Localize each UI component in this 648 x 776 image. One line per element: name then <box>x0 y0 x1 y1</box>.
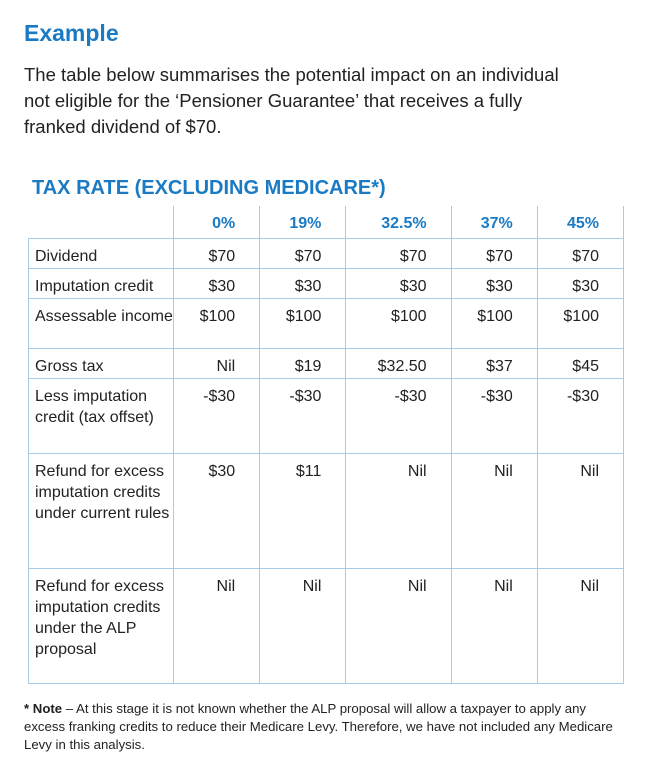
cell: $70 <box>259 238 347 269</box>
cell: Nil <box>259 568 347 684</box>
cell: $30 <box>450 268 538 299</box>
header-blank <box>28 206 174 239</box>
cell: $30 <box>172 268 261 299</box>
cell: Nil <box>172 348 261 379</box>
table-body: Dividend $70 $70 $70 $70 $70 Imputation credit… <box>28 238 625 684</box>
cell: Nil <box>345 453 452 569</box>
cell: $30 <box>172 453 261 569</box>
cell: $30 <box>345 268 452 299</box>
cell: $100 <box>536 298 625 349</box>
note: * Note – At this stage it is not known w… <box>24 700 624 754</box>
table-title: TAX RATE (EXCLUDING MEDICARE*) <box>32 177 386 199</box>
cell: $30 <box>536 268 625 299</box>
cell: $70 <box>450 238 538 269</box>
cell: Nil <box>536 453 625 569</box>
cell: Nil <box>345 568 452 684</box>
cell: $70 <box>536 238 625 269</box>
cell: -$30 <box>450 378 538 454</box>
cell: -$30 <box>259 378 347 454</box>
cell: Nil <box>172 568 261 684</box>
row-label: Gross tax <box>28 348 174 379</box>
cell: $100 <box>450 298 538 349</box>
cell: $100 <box>172 298 261 349</box>
note-text: – At this stage it is not known whether … <box>24 701 613 752</box>
cell: $70 <box>172 238 261 269</box>
column-header: 19% <box>259 206 347 239</box>
column-header: 0% <box>172 206 261 239</box>
cell: Nil <box>536 568 625 684</box>
column-header: 37% <box>450 206 538 239</box>
intro: The table below summarises the potential… <box>24 64 559 137</box>
cell: $30 <box>259 268 347 299</box>
cell: $100 <box>259 298 347 349</box>
cell: Nil <box>450 568 538 684</box>
cell: Nil <box>450 453 538 569</box>
cell: $45 <box>536 348 625 379</box>
row-label: Less imputation credit (tax offset) <box>28 378 174 454</box>
column-header: 45% <box>536 206 625 239</box>
cell: -$30 <box>536 378 625 454</box>
cell: $11 <box>259 453 347 569</box>
table-row: Dividend $70 $70 $70 $70 $70 <box>28 238 625 269</box>
cell: $100 <box>345 298 452 349</box>
note-label: * Note <box>24 701 63 716</box>
row-label: Assessable income <box>28 298 174 349</box>
cell: -$30 <box>345 378 452 454</box>
heading: Example <box>24 20 119 46</box>
cell: -$30 <box>172 378 261 454</box>
row-label: Refund for excess imputation credits und… <box>28 568 174 684</box>
column-header: 32.5% <box>345 206 452 239</box>
row-label: Dividend <box>28 238 174 269</box>
table-row: Less imputation credit (tax offset) -$30-… <box>28 378 625 454</box>
cell: $37 <box>450 348 538 379</box>
header-row: 0% 19% 32.5% 37% 45% <box>28 206 625 239</box>
table-row: Refund for excess imputation credits und… <box>28 453 625 569</box>
cell: $70 <box>345 238 452 269</box>
table-row: Gross tax Nil $19 $32.50 $37 $45 <box>28 348 625 379</box>
table-row: Imputation credit $30 $30 $30 $30 $30 <box>28 268 625 299</box>
table-row: Refund for excess imputation credits und… <box>28 568 625 684</box>
cell: $32.50 <box>345 348 452 379</box>
table: 0% 19% 32.5% 37% 45% Dividend $70 $70 $70 $70 $70… <box>28 206 625 684</box>
row-label: Refund for excess imputation credits und… <box>28 453 174 569</box>
row-label: Imputation credit <box>28 268 174 299</box>
cell: $19 <box>259 348 347 379</box>
table-row: Assessable income $100 $100 $100 $100 $100 <box>28 298 625 349</box>
